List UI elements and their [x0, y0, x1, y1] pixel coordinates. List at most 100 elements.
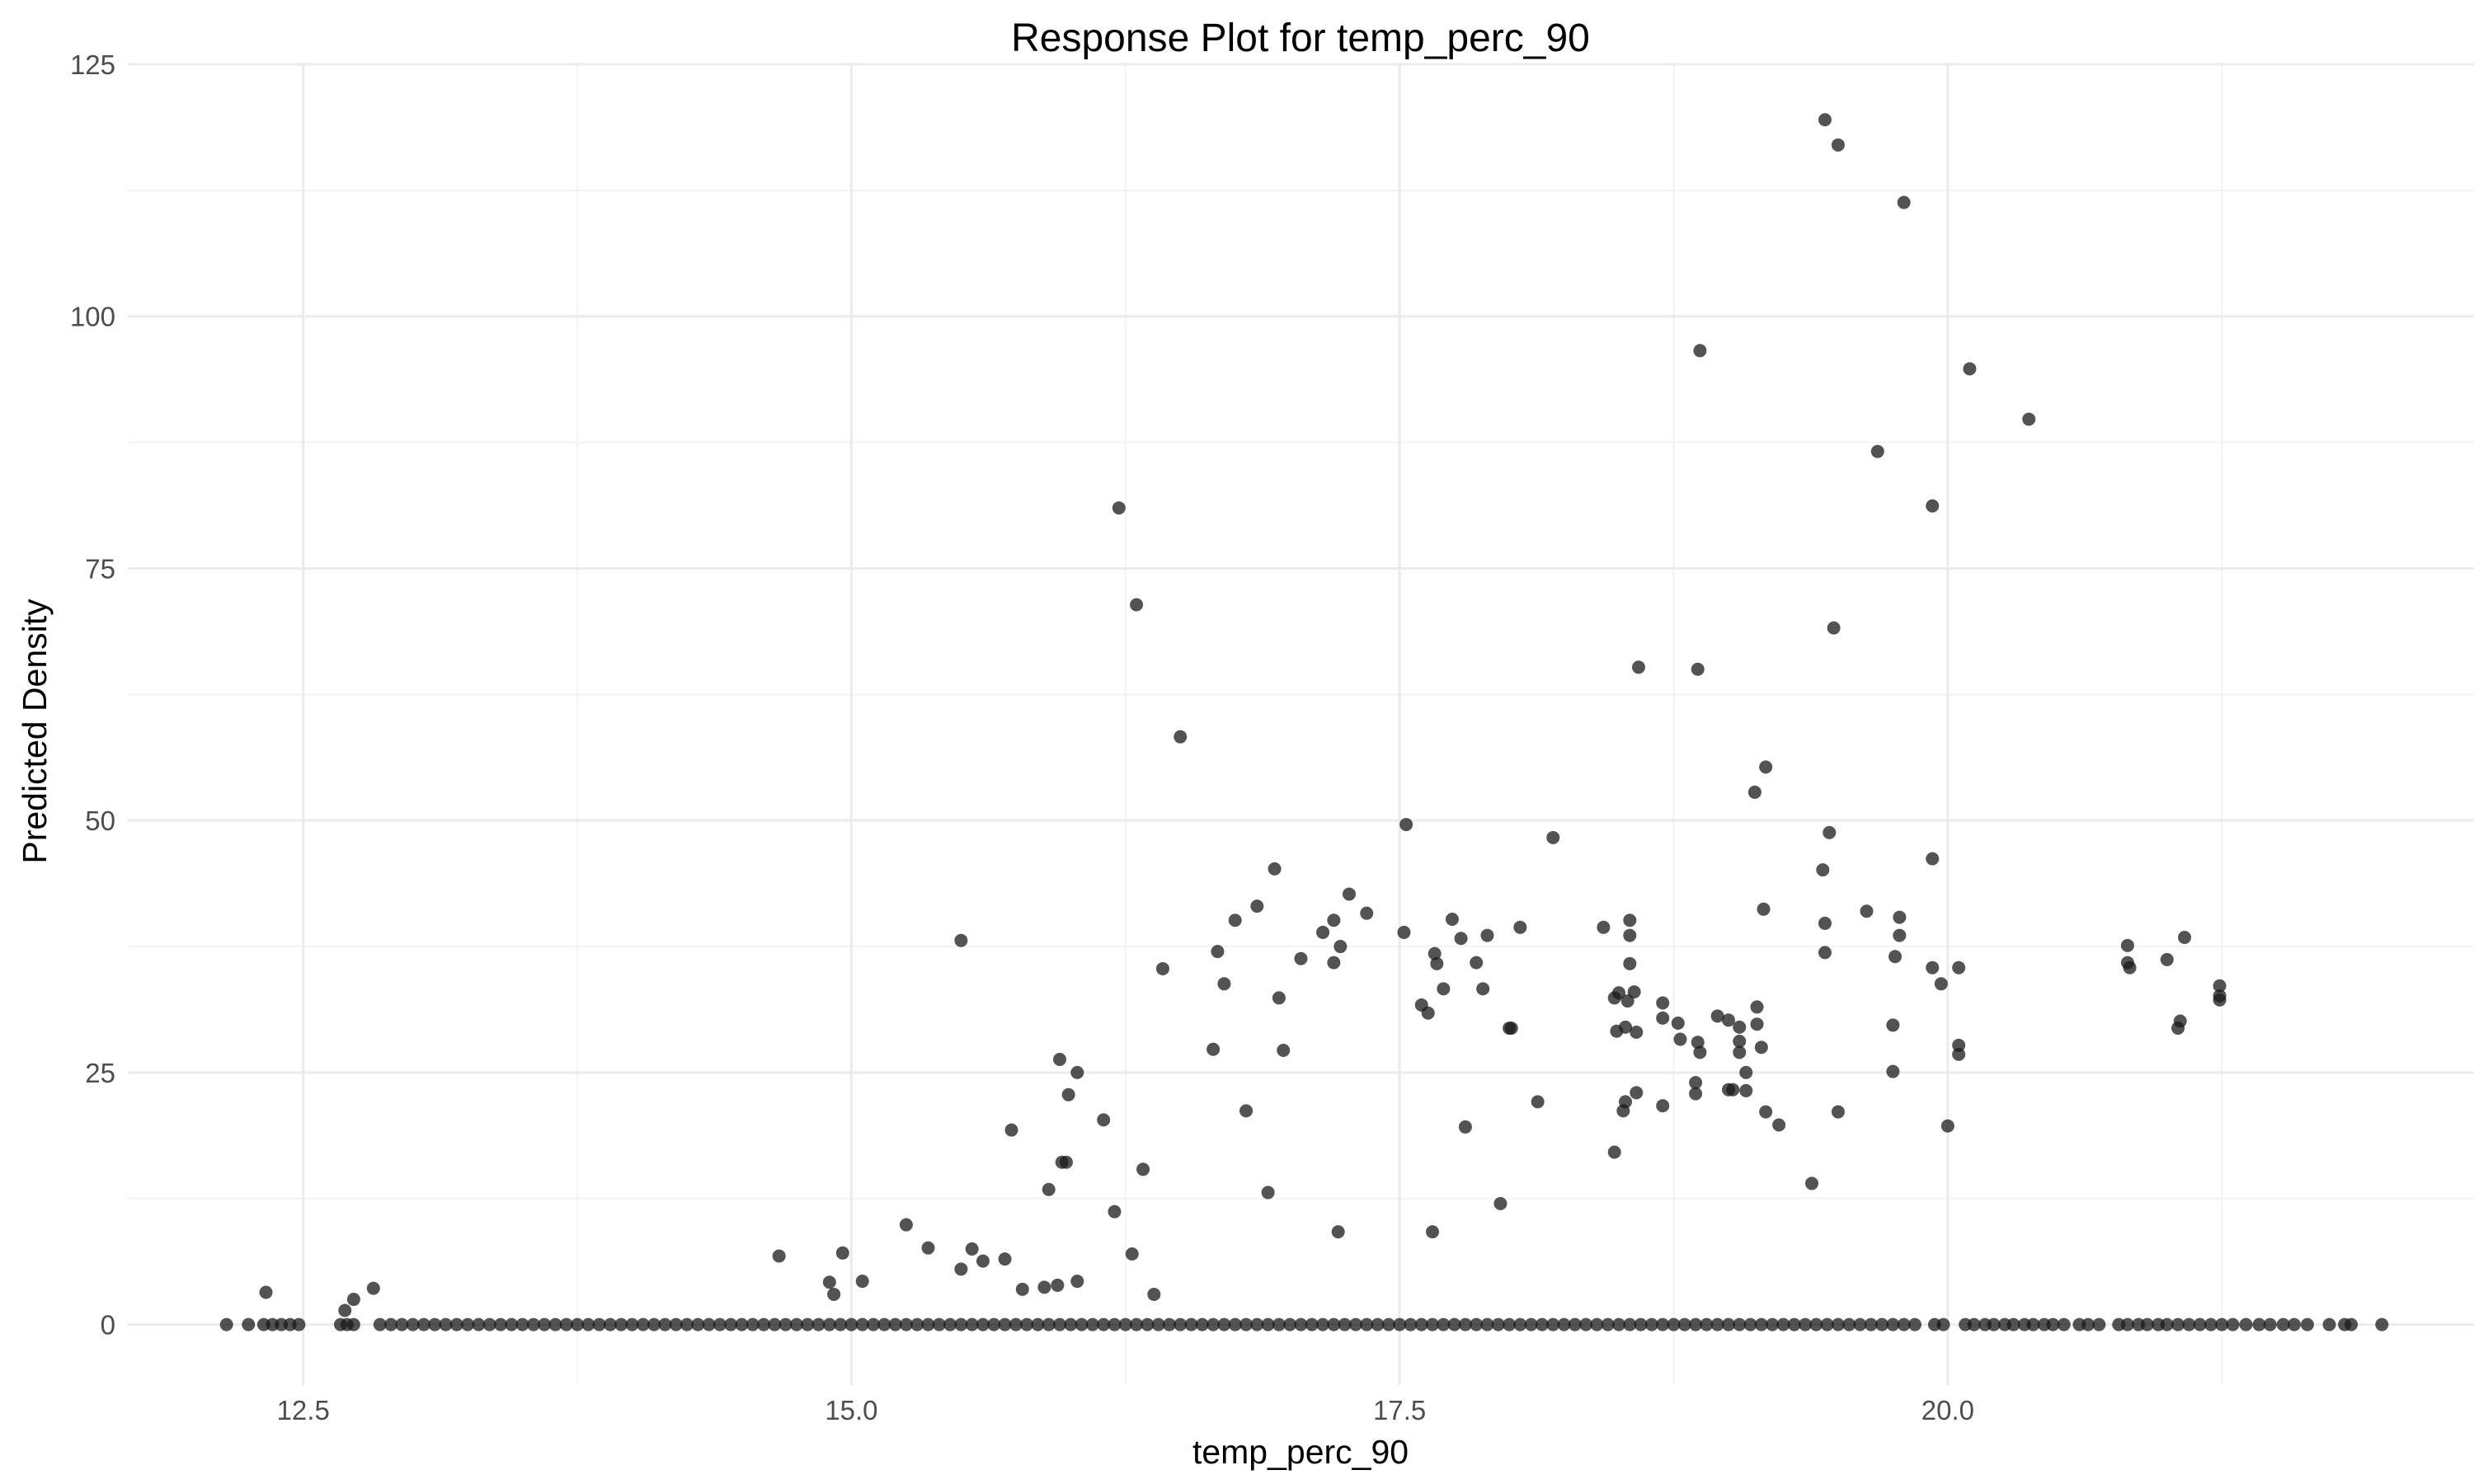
- data-point: [1805, 1176, 1819, 1190]
- data-point: [1294, 1317, 1308, 1331]
- data-point: [2081, 1317, 2095, 1331]
- data-point: [1619, 1020, 1633, 1034]
- data-point: [1239, 1317, 1253, 1331]
- data-point: [1579, 1317, 1593, 1331]
- data-point: [2300, 1317, 2314, 1331]
- data-point: [1612, 986, 1626, 1000]
- data-point: [1644, 1317, 1658, 1331]
- data-point: [2006, 1317, 2020, 1331]
- data-point: [801, 1317, 815, 1331]
- y-tick-label: 0: [101, 1310, 115, 1341]
- data-point: [1283, 1317, 1297, 1331]
- data-point: [1397, 925, 1411, 939]
- data-point: [844, 1317, 858, 1331]
- data-point: [482, 1317, 496, 1331]
- data-point: [2120, 1317, 2134, 1331]
- data-point: [1888, 950, 1903, 964]
- data-point: [834, 1317, 848, 1331]
- data-point: [1689, 1076, 1703, 1090]
- data-point: [1612, 1317, 1626, 1331]
- data-point: [1620, 994, 1634, 1008]
- data-point: [1206, 1317, 1221, 1331]
- data-point: [1757, 902, 1771, 916]
- data-point: [954, 933, 968, 947]
- data-point: [636, 1317, 650, 1331]
- data-point: [1174, 730, 1188, 744]
- data-point: [1597, 920, 1611, 934]
- data-point: [548, 1317, 562, 1331]
- data-point: [2022, 412, 2036, 426]
- data-point: [1061, 1087, 1075, 1101]
- data-point: [1476, 982, 1490, 996]
- data-point: [855, 1275, 869, 1289]
- data-point: [1217, 977, 1231, 991]
- data-point: [745, 1317, 760, 1331]
- data-point: [2345, 1317, 2359, 1331]
- data-point: [1776, 1317, 1790, 1331]
- data-point: [1147, 1287, 1161, 1301]
- x-axis-label: temp_perc_90: [1192, 1433, 1409, 1471]
- data-point: [899, 1317, 913, 1331]
- data-point: [1733, 1045, 1747, 1059]
- data-point: [1733, 1020, 1747, 1034]
- data-point: [338, 1303, 352, 1317]
- data-point: [1568, 1317, 1582, 1331]
- data-point: [259, 1285, 273, 1299]
- data-point: [1042, 1317, 1056, 1331]
- data-point: [346, 1317, 360, 1331]
- data-point: [1853, 1317, 1867, 1331]
- data-point: [1691, 1036, 1705, 1050]
- data-point: [1926, 960, 1940, 974]
- data-point: [2215, 1317, 2229, 1331]
- data-point: [1404, 1317, 1418, 1331]
- data-point: [1070, 1065, 1084, 1079]
- chart-title: Response Plot for temp_perc_90: [1011, 16, 1590, 60]
- data-point: [1630, 1025, 1644, 1039]
- data-point: [669, 1317, 683, 1331]
- data-point: [1689, 1087, 1703, 1101]
- data-point: [1799, 1317, 1813, 1331]
- data-point: [1743, 1317, 1757, 1331]
- data-point: [1342, 887, 1356, 901]
- data-point: [538, 1317, 552, 1331]
- data-point: [2252, 1317, 2266, 1331]
- data-point: [1820, 1317, 1834, 1331]
- data-point: [1184, 1317, 1198, 1331]
- data-point: [1531, 1095, 1545, 1109]
- data-point: [1051, 1278, 1065, 1292]
- data-point: [724, 1317, 738, 1331]
- data-point: [1075, 1317, 1089, 1331]
- data-point: [976, 1317, 990, 1331]
- data-point: [1754, 1317, 1768, 1331]
- y-axis-ticks: 0 25 50 75 100 125: [70, 49, 115, 1341]
- data-point: [1414, 1317, 1428, 1331]
- data-point: [1940, 1119, 1954, 1133]
- data-point: [406, 1317, 420, 1331]
- data-point: [1864, 1317, 1878, 1331]
- data-point: [1766, 1317, 1780, 1331]
- data-point: [1305, 1317, 1319, 1331]
- data-point: [998, 1317, 1012, 1331]
- data-point: [2178, 931, 2192, 945]
- data-point: [965, 1317, 979, 1331]
- data-point: [1967, 1317, 1981, 1331]
- data-point: [1060, 1155, 1073, 1169]
- data-point: [1277, 1043, 1291, 1057]
- data-point: [899, 1218, 913, 1232]
- data-point: [1623, 913, 1637, 928]
- data-point: [1458, 1120, 1472, 1134]
- data-point: [1327, 1317, 1341, 1331]
- data-point: [735, 1317, 749, 1331]
- data-point: [1721, 1013, 1735, 1027]
- data-point: [1693, 1045, 1707, 1059]
- data-point: [2123, 960, 2137, 974]
- data-point: [1112, 501, 1126, 515]
- data-point: [1750, 1000, 1764, 1014]
- data-point: [1772, 1118, 1786, 1132]
- data-point: [1085, 1317, 1099, 1331]
- data-point: [1860, 904, 1874, 918]
- data-point: [472, 1317, 486, 1331]
- data-point: [515, 1317, 529, 1331]
- data-point: [1211, 945, 1225, 959]
- y-tick-label: 125: [70, 49, 115, 80]
